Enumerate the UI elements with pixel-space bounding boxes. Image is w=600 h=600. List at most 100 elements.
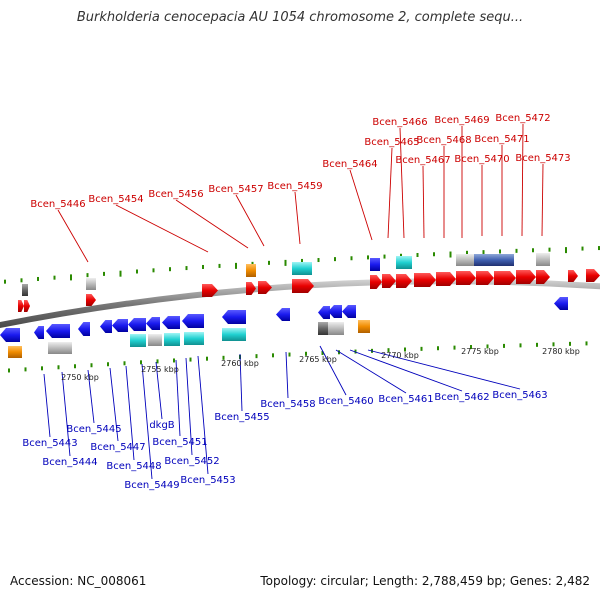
reverse-gene-label[interactable]: Bcen_5461 — [378, 394, 433, 405]
forward-gene[interactable] — [516, 270, 536, 284]
reverse-gene[interactable] — [328, 305, 342, 318]
reverse-gene-label[interactable]: Bcen_5458 — [260, 399, 315, 410]
reverse-connector — [185, 357, 193, 456]
forward-gene[interactable] — [494, 271, 516, 285]
forward-connector — [175, 199, 249, 249]
misc-feature[interactable] — [86, 278, 96, 290]
reverse-gene[interactable] — [318, 306, 330, 319]
forward-gene[interactable] — [258, 281, 272, 294]
reverse-gene[interactable] — [112, 319, 128, 332]
scale-tick-label: 2770 kbp — [381, 351, 419, 360]
reverse-gene-label[interactable]: Bcen_5463 — [492, 390, 547, 401]
reverse-gene-label[interactable]: Bcen_5447 — [90, 442, 145, 453]
tick-mark — [367, 255, 369, 260]
pseudo-feature[interactable] — [8, 346, 22, 358]
forward-gene[interactable] — [382, 274, 396, 288]
reverse-gene-label[interactable]: dkgB — [149, 420, 174, 431]
forward-gene-label[interactable]: Bcen_5456 — [148, 189, 203, 200]
forward-gene-label[interactable]: Bcen_5469 — [434, 115, 489, 126]
forward-gene[interactable] — [24, 300, 30, 312]
reverse-gene[interactable] — [162, 316, 180, 329]
forward-gene-label[interactable]: Bcen_5468 — [416, 135, 471, 146]
reverse-gene[interactable] — [276, 308, 290, 321]
reverse-gene-label[interactable]: Bcen_5462 — [434, 392, 489, 403]
reverse-connector — [155, 361, 163, 420]
misc-feature[interactable] — [456, 254, 474, 266]
forward-gene-label[interactable]: Bcen_5464 — [322, 159, 377, 170]
rna-feature[interactable] — [292, 262, 312, 275]
misc-feature[interactable] — [148, 334, 162, 346]
forward-gene-label[interactable]: Bcen_5457 — [208, 184, 263, 195]
forward-gene[interactable] — [414, 273, 436, 287]
forward-gene[interactable] — [370, 275, 382, 289]
forward-gene[interactable] — [18, 300, 24, 312]
tick-mark — [470, 345, 472, 350]
reverse-gene-label[interactable]: Bcen_5443 — [22, 438, 77, 449]
forward-gene[interactable] — [456, 271, 476, 285]
reverse-gene-label[interactable]: Bcen_5453 — [180, 475, 235, 486]
misc-feature[interactable] — [48, 342, 72, 354]
forward-gene-label[interactable]: Bcen_5466 — [372, 117, 427, 128]
reverse-gene[interactable] — [222, 310, 246, 324]
reverse-gene-label[interactable]: Bcen_5444 — [42, 457, 97, 468]
rna-feature[interactable] — [396, 256, 412, 269]
reverse-gene-label[interactable]: Bcen_5445 — [66, 424, 121, 435]
reverse-gene-label[interactable]: Bcen_5448 — [106, 461, 161, 472]
forward-gene-label[interactable]: Bcen_5472 — [495, 113, 550, 124]
forward-gene[interactable] — [536, 270, 550, 284]
reverse-gene[interactable] — [182, 314, 204, 328]
forward-gene[interactable] — [436, 272, 456, 286]
forward-gene-label[interactable]: Bcen_5465 — [364, 137, 419, 148]
gap-feature[interactable] — [318, 322, 328, 335]
reverse-gene[interactable] — [554, 297, 568, 310]
tick-mark — [519, 343, 522, 348]
forward-gene[interactable] — [476, 271, 494, 285]
pseudo-feature[interactable] — [246, 264, 256, 277]
forward-gene-label[interactable]: Bcen_5473 — [515, 153, 570, 164]
rna-feature[interactable] — [222, 328, 246, 341]
forward-gene-label[interactable]: Bcen_5471 — [474, 134, 529, 145]
reverse-gene[interactable] — [128, 318, 146, 331]
forward-gene[interactable] — [246, 282, 256, 295]
forward-gene[interactable] — [396, 274, 412, 288]
forward-gene[interactable] — [292, 279, 314, 293]
forward-gene[interactable] — [586, 269, 600, 282]
forward-gene-label[interactable]: Bcen_5454 — [88, 194, 143, 205]
reverse-gene-label[interactable]: Bcen_5449 — [124, 480, 179, 491]
forward-gene[interactable] — [202, 284, 218, 297]
tick-mark — [569, 341, 571, 346]
forward-gene-label[interactable]: Bcen_5467 — [395, 155, 450, 166]
tick-mark — [598, 246, 600, 251]
reverse-gene-label[interactable]: Bcen_5455 — [214, 412, 269, 423]
reverse-gene[interactable] — [370, 258, 380, 271]
reverse-gene[interactable] — [146, 317, 160, 330]
scale-tick-label: 2755 kbp — [141, 365, 179, 374]
misc-feature[interactable] — [328, 322, 344, 335]
lower-tick-row — [8, 341, 588, 373]
reverse-gene[interactable] — [34, 326, 44, 339]
forward-gene[interactable] — [568, 270, 578, 282]
repeat-region[interactable] — [474, 254, 514, 266]
reverse-gene[interactable] — [0, 328, 20, 342]
forward-gene-label[interactable]: Bcen_5470 — [454, 154, 509, 165]
reverse-gene-label[interactable]: Bcen_5451 — [152, 437, 207, 448]
misc-feature[interactable] — [536, 253, 550, 266]
pseudo-feature[interactable] — [358, 320, 370, 333]
reverse-connector — [239, 353, 243, 412]
gap-feature[interactable] — [22, 284, 28, 296]
reverse-gene[interactable] — [78, 322, 90, 336]
rna-feature[interactable] — [130, 334, 146, 347]
reverse-gene[interactable] — [342, 305, 356, 318]
forward-gene[interactable] — [86, 294, 96, 306]
reverse-gene-label[interactable]: Bcen_5460 — [318, 396, 373, 407]
forward-gene-label[interactable]: Bcen_5446 — [30, 199, 85, 210]
tick-mark — [334, 257, 336, 262]
forward-connector — [541, 163, 544, 237]
rna-feature[interactable] — [184, 332, 204, 345]
forward-gene-label[interactable]: Bcen_5459 — [267, 181, 322, 192]
rna-feature[interactable] — [164, 333, 180, 346]
reverse-gene[interactable] — [46, 324, 70, 338]
reverse-gene-label[interactable]: Bcen_5452 — [164, 456, 219, 467]
reverse-gene[interactable] — [100, 320, 112, 333]
